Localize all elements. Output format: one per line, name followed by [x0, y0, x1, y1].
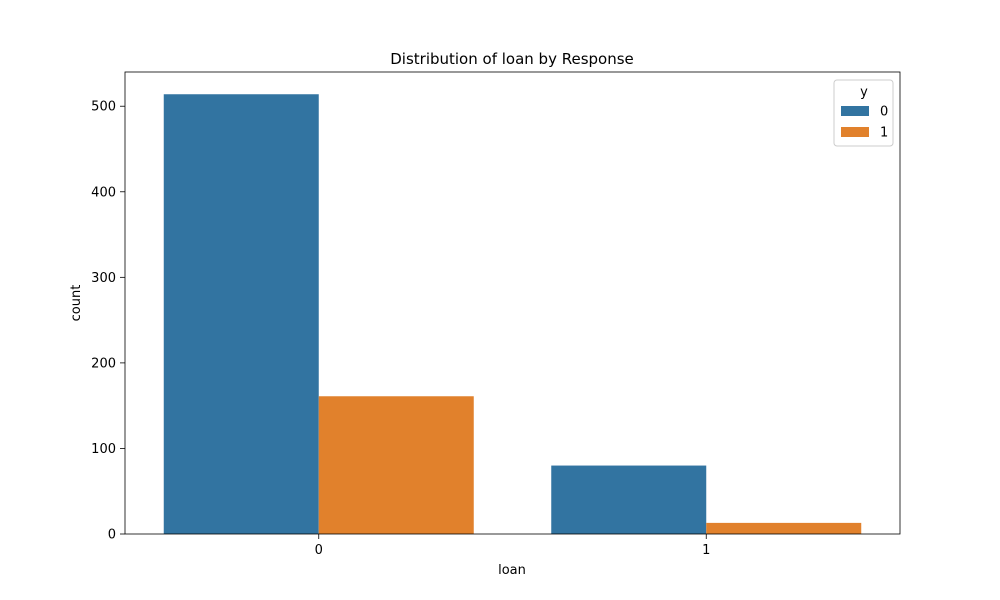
y-tick-label: 100	[91, 442, 116, 457]
y-tick-label: 500	[91, 100, 116, 115]
legend-swatch-0	[841, 106, 869, 116]
y-tick-label: 400	[91, 185, 116, 200]
plot-frame	[124, 71, 901, 535]
y-tick-label: 300	[91, 271, 116, 286]
y-axis-label: count	[69, 285, 84, 322]
y-tick-label: 0	[108, 528, 116, 543]
legend-label-1: 1	[880, 126, 888, 141]
y-tick-label: 200	[91, 356, 116, 371]
x-tick-label: 1	[702, 543, 710, 558]
x-tick-label: 0	[315, 543, 323, 558]
legend: y 0 1	[833, 79, 894, 147]
chart-title: Distribution of loan by Response	[390, 50, 634, 68]
bar-loan-0-y-0	[163, 94, 319, 534]
y-axis: 0 100 200 300 400 500	[91, 100, 125, 543]
bars-group	[163, 94, 862, 534]
legend-swatch-1	[841, 127, 869, 137]
x-axis-label: loan	[498, 563, 526, 578]
bar-loan-0-y-1	[318, 396, 474, 534]
legend-title: y	[860, 85, 868, 100]
bar-loan-1-y-0	[551, 465, 707, 534]
bar-loan-1-y-1	[706, 522, 862, 534]
legend-label-0: 0	[880, 105, 888, 120]
